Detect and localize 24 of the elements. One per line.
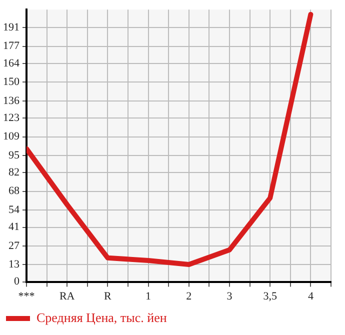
y-tick-label: 0: [14, 276, 20, 288]
y-tick-label: 41: [8, 221, 20, 234]
x-tick-label: 3: [226, 290, 233, 302]
y-tick-label: 191: [3, 22, 20, 34]
x-tick-label: 3,5: [263, 290, 278, 302]
y-tick-label: 95: [8, 149, 20, 162]
y-tick-label: 82: [8, 166, 20, 179]
x-tick-label: 1: [146, 290, 152, 302]
y-tick-label: 68: [8, 185, 20, 198]
legend-label: Средняя Цена, тыс. йен: [36, 310, 167, 325]
y-tick-label: 54: [8, 204, 20, 216]
y-tick-label: 27: [8, 240, 20, 252]
y-tick-label: 150: [3, 76, 20, 88]
y-tick-label: 13: [8, 258, 20, 270]
y-tick-label: 177: [3, 40, 20, 52]
x-tick-label: ***: [18, 290, 35, 302]
y-tick-label: 164: [3, 58, 20, 70]
x-tick-label: 4: [308, 290, 314, 302]
x-tick-label: R: [104, 290, 112, 302]
y-tick-label: 109: [3, 130, 20, 143]
y-tick-label: 136: [3, 94, 20, 107]
y-tick-label: 123: [3, 112, 20, 124]
x-tick-label: 2: [186, 290, 192, 302]
x-tick-label: RA: [59, 290, 75, 302]
